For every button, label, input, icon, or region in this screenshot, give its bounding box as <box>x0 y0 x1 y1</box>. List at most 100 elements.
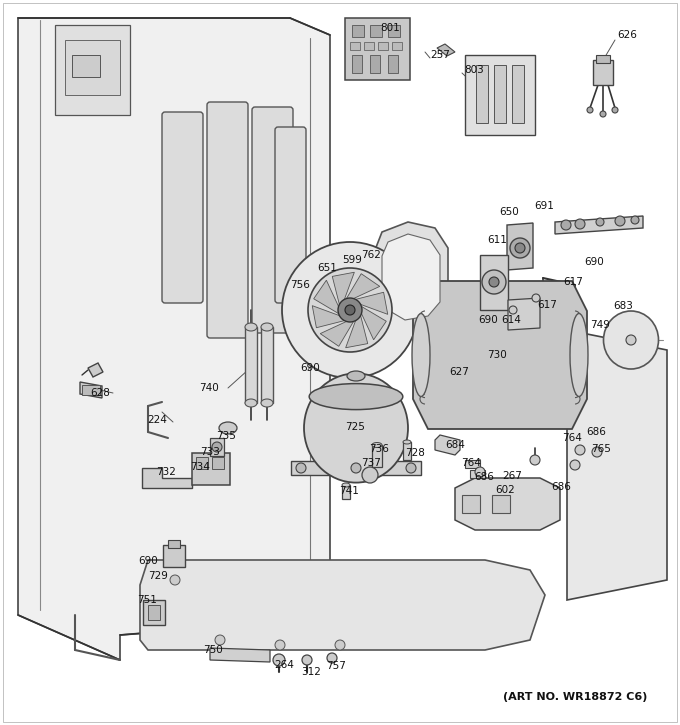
Ellipse shape <box>261 399 273 407</box>
Circle shape <box>612 107 618 113</box>
Text: 602: 602 <box>495 485 515 495</box>
Circle shape <box>482 270 506 294</box>
Text: 264: 264 <box>274 660 294 670</box>
Polygon shape <box>508 298 540 330</box>
Text: 267: 267 <box>502 471 522 481</box>
Polygon shape <box>567 330 667 600</box>
Text: 801: 801 <box>380 23 400 33</box>
Circle shape <box>600 111 606 117</box>
Text: 762: 762 <box>361 250 381 260</box>
Text: 750: 750 <box>203 645 223 655</box>
Bar <box>212 457 224 469</box>
Polygon shape <box>356 292 388 315</box>
Text: 312: 312 <box>301 667 321 677</box>
Text: 691: 691 <box>534 201 554 211</box>
Polygon shape <box>55 25 130 115</box>
Bar <box>494 65 506 123</box>
Ellipse shape <box>261 323 273 331</box>
Bar <box>596 55 610 63</box>
Ellipse shape <box>347 371 365 381</box>
Text: 757: 757 <box>326 661 346 671</box>
Bar <box>372 445 382 467</box>
Text: 803: 803 <box>464 65 484 75</box>
Circle shape <box>515 243 525 253</box>
Circle shape <box>631 216 639 224</box>
Text: 735: 735 <box>216 431 236 441</box>
Circle shape <box>575 445 585 455</box>
Ellipse shape <box>342 483 350 487</box>
Text: 617: 617 <box>563 277 583 287</box>
Circle shape <box>338 298 362 322</box>
Bar <box>403 442 411 460</box>
Text: 257: 257 <box>430 50 450 60</box>
Ellipse shape <box>309 384 403 410</box>
Circle shape <box>530 455 540 465</box>
Polygon shape <box>470 470 485 478</box>
Circle shape <box>592 447 602 457</box>
Polygon shape <box>362 307 386 340</box>
Ellipse shape <box>245 323 257 331</box>
Polygon shape <box>413 281 587 429</box>
Bar <box>352 25 364 37</box>
Bar <box>462 495 480 513</box>
Text: 690: 690 <box>584 257 604 267</box>
Circle shape <box>406 463 416 473</box>
Text: 765: 765 <box>591 444 611 454</box>
FancyBboxPatch shape <box>162 112 203 303</box>
FancyBboxPatch shape <box>252 107 293 333</box>
Text: 749: 749 <box>590 320 610 330</box>
Polygon shape <box>291 461 421 475</box>
Text: 626: 626 <box>617 30 637 40</box>
Text: 628: 628 <box>90 388 110 398</box>
Text: 686: 686 <box>586 427 606 437</box>
Ellipse shape <box>219 422 237 434</box>
Ellipse shape <box>304 373 408 483</box>
Text: 732: 732 <box>156 467 176 477</box>
Polygon shape <box>465 55 535 135</box>
Polygon shape <box>333 273 354 304</box>
Text: 729: 729 <box>148 571 168 581</box>
Text: 683: 683 <box>613 301 633 311</box>
Bar <box>388 25 400 37</box>
Bar <box>342 485 350 499</box>
Circle shape <box>351 463 361 473</box>
Bar <box>512 65 524 123</box>
Text: 737: 737 <box>361 458 381 468</box>
Circle shape <box>273 654 285 666</box>
Polygon shape <box>555 216 643 234</box>
Polygon shape <box>80 382 102 398</box>
Ellipse shape <box>604 311 658 369</box>
Polygon shape <box>507 223 533 270</box>
Circle shape <box>215 635 225 645</box>
Circle shape <box>327 653 337 663</box>
Bar <box>148 605 160 620</box>
Text: 733: 733 <box>200 447 220 457</box>
Polygon shape <box>88 363 103 377</box>
Text: 730: 730 <box>487 350 507 360</box>
Circle shape <box>561 220 571 230</box>
Circle shape <box>275 640 285 650</box>
Circle shape <box>615 216 625 226</box>
Polygon shape <box>18 18 330 660</box>
Text: 224: 224 <box>147 415 167 425</box>
Polygon shape <box>261 327 273 403</box>
Ellipse shape <box>372 442 382 447</box>
Polygon shape <box>210 648 270 662</box>
Text: 611: 611 <box>487 235 507 245</box>
Text: 686: 686 <box>474 472 494 482</box>
Bar <box>476 65 488 123</box>
Circle shape <box>596 218 604 226</box>
Polygon shape <box>437 44 455 56</box>
Polygon shape <box>142 468 192 488</box>
Polygon shape <box>382 234 440 320</box>
Circle shape <box>575 219 585 229</box>
Circle shape <box>296 463 306 473</box>
Circle shape <box>345 305 355 315</box>
Circle shape <box>532 294 540 302</box>
Polygon shape <box>480 255 508 310</box>
Polygon shape <box>375 222 448 330</box>
Circle shape <box>509 306 517 314</box>
Text: 728: 728 <box>405 448 425 458</box>
Circle shape <box>212 442 222 452</box>
Polygon shape <box>345 315 368 348</box>
